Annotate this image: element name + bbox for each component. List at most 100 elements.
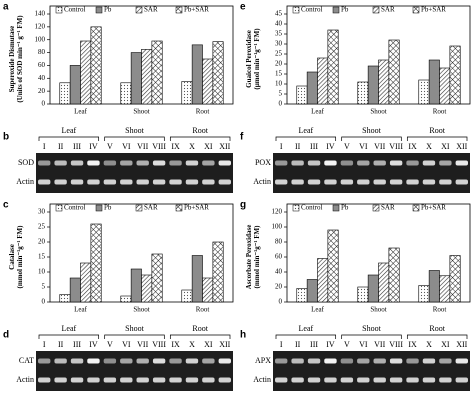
lane-label: III [73,142,81,151]
bar [418,79,430,105]
legend-swatch [292,6,300,14]
lane-label: XII [456,142,467,151]
bar [306,71,318,105]
gel-band [218,160,231,166]
gel-band [455,179,468,185]
gel-band [439,358,452,364]
row-label: Actin [16,375,34,384]
lane-label: VII [374,340,385,349]
group-label: Shoot [125,324,144,333]
legend-swatch [372,6,380,14]
x-tick-label: Leaf [74,108,87,116]
gel-band [324,160,337,166]
panel-letter: c [3,200,9,211]
gel-band [169,358,182,364]
gel-band [406,160,419,166]
gel-band [38,160,51,166]
bar [151,253,163,303]
y-tick-label: 5 [279,90,283,98]
y-tick-label: 60 [275,253,283,261]
group-bracket [275,136,337,141]
gel-band [152,160,166,166]
bar [439,275,451,303]
gel-band [307,358,321,364]
gel-band [136,160,149,166]
bar [181,81,193,105]
row-label: APX [255,356,271,365]
y-axis-label-line: (Units of SOD min⁻¹ g⁻¹ FM) [16,15,24,103]
bar [327,229,339,303]
lane-label: III [310,142,318,151]
bar [59,294,71,303]
gel-band [136,179,149,185]
gel-band [275,377,288,383]
gel-band [120,160,133,166]
gel-band [87,179,100,185]
gel-band [324,377,337,383]
gel-band [87,377,100,383]
bar [317,57,329,105]
bar [428,270,440,303]
gel-band [291,358,304,364]
lane-label: IX [408,142,417,151]
gel-band [406,358,419,364]
group-bracket [341,136,402,141]
group-label: Root [429,324,445,333]
lane-label: IV [326,142,335,151]
bar [388,247,400,303]
gel-image [36,351,233,391]
legend-label: Control [64,6,85,14]
y-tick-label: 20 [38,87,46,95]
lane-label: IX [171,142,180,151]
legend-label: Pb+SAR [184,204,209,212]
legend-label: Control [301,204,322,212]
y-axis-label: Catalase(mmol min⁻¹g⁻¹ FM) [8,225,24,289]
lane-label: IX [171,340,180,349]
gel-band [54,377,67,383]
x-tick-label: Leaf [311,306,324,314]
legend-swatch [412,204,420,212]
bar [296,85,308,105]
y-tick-label: 35 [275,30,283,38]
y-tick-label: 10 [38,268,46,276]
gel-band [218,377,231,383]
y-tick-label: 100 [272,223,283,231]
gel-band [218,358,231,364]
y-tick-label: 30 [275,40,283,48]
legend-label: Pb [341,6,349,14]
lane-label: XI [441,142,450,151]
x-tick-label: Root [433,108,447,116]
lane-label: I [43,340,46,349]
legend-swatch [175,6,183,14]
gel-band [185,179,199,185]
y-tick-label: 10 [275,80,283,88]
y-tick-label: 30 [38,208,46,216]
group-bracket [406,334,468,339]
gel-band [439,160,452,166]
gel-band [422,358,436,364]
y-tick-label: 5 [42,283,46,291]
panel-letter: f [240,132,244,143]
bar [151,40,163,105]
bar [181,289,193,303]
lane-label: IV [326,340,335,349]
y-tick-label: 20 [38,238,46,246]
bar [69,277,81,303]
y-tick-label: 0 [279,100,283,108]
gel-band [70,179,84,185]
row-label: SOD [18,158,34,167]
bar [449,255,461,303]
gel-band [406,179,419,185]
gel-band [275,160,288,166]
bar [296,288,308,303]
gel-image [273,153,470,193]
lane-label: II [58,142,64,151]
y-tick-label: 0 [42,298,46,306]
bar [449,45,461,105]
x-tick-label: Leaf [311,108,324,116]
lane-label: IV [89,340,98,349]
legend-label: SAR [381,6,395,14]
lane-label: V [344,340,350,349]
y-tick-label: 15 [38,253,46,261]
x-tick-label: Root [433,306,447,314]
